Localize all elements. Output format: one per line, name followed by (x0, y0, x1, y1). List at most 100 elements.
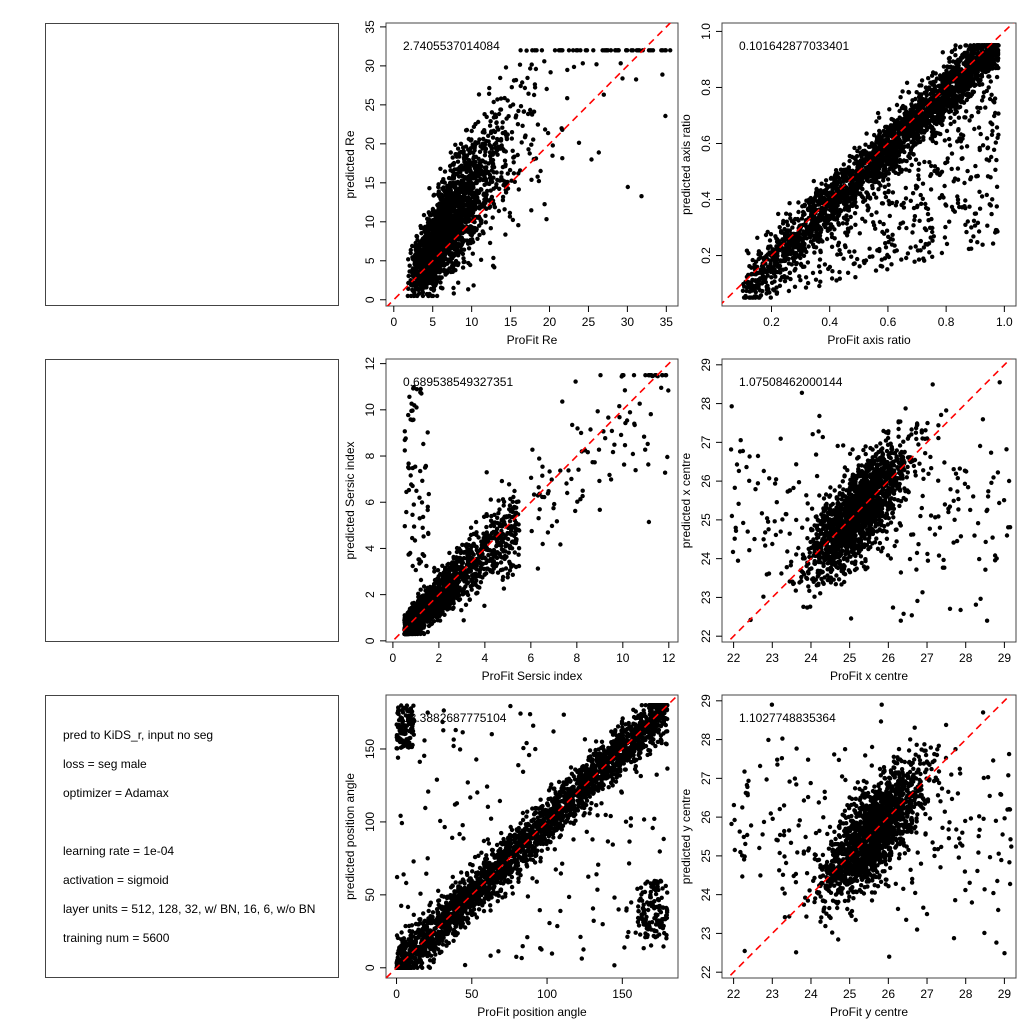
scatter-point (918, 238, 923, 244)
scatter-point (978, 131, 983, 137)
scatter-point (470, 227, 475, 232)
scatter-point (760, 288, 765, 294)
scatter-point (457, 186, 462, 192)
scatter-point (931, 234, 936, 239)
scatter-point (874, 148, 879, 153)
scatter-point (503, 164, 508, 169)
scatter-point (924, 227, 929, 233)
scatter-point (521, 109, 526, 114)
info-line: optimizer = Adamax (63, 786, 169, 800)
scatter-point (480, 130, 485, 135)
scatter-point (853, 275, 858, 280)
scatter-point (818, 248, 823, 253)
scatter-point (888, 123, 894, 128)
scatter-point (443, 197, 449, 203)
scatter-point (498, 107, 503, 112)
scatter-point (423, 255, 429, 261)
scatter-point (439, 275, 444, 280)
scatter-point (417, 291, 422, 296)
scatter-point (478, 187, 483, 192)
scatter-point (787, 201, 792, 206)
scatter-point (482, 112, 487, 117)
scatter-point (428, 247, 433, 252)
scatter-point (511, 171, 517, 176)
scatter-point (492, 129, 498, 135)
scatter-point (615, 48, 620, 53)
scatter-point (785, 223, 790, 228)
scatter-point (517, 168, 523, 173)
info-line: pred to KiDS_r, input no seg (63, 728, 214, 742)
y-tick-label: 5 (363, 257, 377, 264)
scatter-point (458, 149, 464, 155)
scatter-point (430, 282, 436, 287)
scatter-point (445, 215, 451, 220)
scatter-point (863, 142, 868, 147)
scatter-point (965, 168, 970, 174)
scatter-point (493, 145, 498, 150)
scatter-point (608, 48, 614, 53)
scatter-point (948, 121, 953, 127)
scatter-point (421, 212, 427, 218)
scatter-point (948, 115, 953, 121)
scatter-point (792, 268, 797, 273)
scatter-point (926, 241, 932, 246)
scatter-point (476, 92, 482, 97)
scatter-points (740, 43, 1001, 300)
scatter-point (879, 257, 884, 262)
scatter-point (925, 211, 931, 217)
scatter-point (953, 53, 958, 58)
y-tick-label: 15 (363, 176, 377, 190)
scatter-point (525, 75, 530, 81)
scatter-point (987, 96, 993, 102)
scatter-point (639, 194, 644, 199)
scatter-point (460, 180, 465, 185)
scatter-point (961, 100, 967, 105)
scatter-point (873, 268, 879, 273)
scatter-point (820, 209, 826, 214)
scatter-point (929, 172, 934, 177)
scatter-point (847, 158, 852, 164)
scatter-point (505, 179, 510, 185)
scatter-point (460, 251, 466, 257)
scatter-point (881, 231, 887, 236)
scatter-point (897, 225, 902, 231)
scatter-point (780, 253, 786, 258)
scatter-point (890, 232, 895, 237)
scatter-point (423, 261, 429, 266)
scatter-point (455, 204, 460, 209)
scatter-point (877, 115, 882, 120)
scatter-point (442, 180, 447, 185)
scatter-point (768, 295, 773, 300)
scatter-point (957, 104, 963, 110)
scatter-point (560, 156, 565, 161)
scatter-point (589, 157, 594, 162)
scatter-point (420, 287, 425, 293)
scatter-point (478, 218, 483, 223)
scatter-point (448, 184, 454, 189)
scatter-point (412, 291, 417, 296)
scatter-point (916, 161, 922, 166)
scatter-point (516, 223, 521, 228)
scatter-point (502, 207, 507, 212)
scatter-point (491, 255, 496, 261)
scatter-point (434, 227, 439, 232)
scatter-point (869, 212, 874, 218)
scatter-point (490, 179, 495, 184)
scatter-point (889, 165, 894, 170)
scatter-point (930, 254, 935, 259)
scatter-point (890, 237, 895, 242)
scatter-point (871, 144, 876, 150)
scatter-point (482, 176, 487, 182)
scatter-point (482, 153, 488, 158)
scatter-point (473, 180, 478, 186)
scatter-point (515, 122, 521, 127)
scatter-point (535, 122, 541, 127)
scatter-point (882, 184, 887, 189)
scatter-point (467, 228, 472, 234)
scatter-point (853, 222, 858, 227)
scatter-point (576, 140, 582, 145)
scatter-point (485, 188, 490, 194)
scatter-point (441, 234, 446, 239)
scatter-point (896, 171, 901, 176)
scatter-point (469, 137, 474, 142)
